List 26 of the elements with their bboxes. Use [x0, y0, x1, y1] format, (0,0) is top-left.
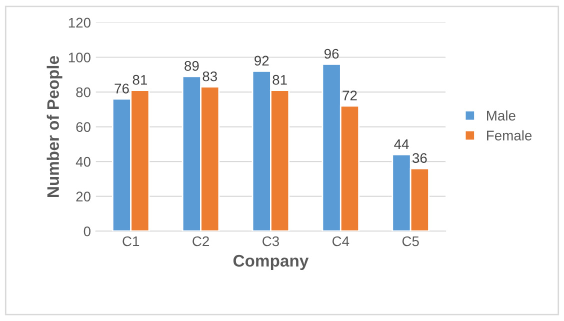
x-tick-label: C5 [402, 236, 419, 246]
data-label: 83 [202, 71, 217, 82]
data-label: 44 [394, 139, 409, 149]
legend-label: Female [487, 130, 532, 140]
x-axis-title: Company [233, 254, 309, 270]
y-tick-label: 40 [76, 156, 90, 167]
y-tick-label: 20 [76, 192, 90, 202]
y-tick-label: 60 [76, 122, 90, 132]
data-label: 72 [342, 90, 357, 100]
y-axis-title: Number of People [46, 56, 62, 197]
y-tick-label: 80 [76, 87, 90, 98]
x-tick-label: C1 [122, 236, 140, 246]
legend-label: Male [487, 110, 516, 121]
data-label: 81 [132, 74, 147, 85]
y-tick-label: 100 [68, 52, 90, 62]
data-label: 81 [272, 74, 287, 85]
data-label: 76 [114, 84, 129, 94]
data-label: 96 [324, 48, 339, 59]
data-label: 92 [254, 56, 269, 66]
x-tick-label: C3 [262, 236, 279, 246]
y-tick-label: 120 [68, 18, 90, 28]
x-tick-label: C4 [332, 236, 350, 246]
x-tick-label: C2 [192, 236, 209, 246]
data-label: 36 [412, 153, 427, 163]
y-tick-label: 0 [84, 226, 90, 236]
data-label: 89 [184, 61, 199, 71]
